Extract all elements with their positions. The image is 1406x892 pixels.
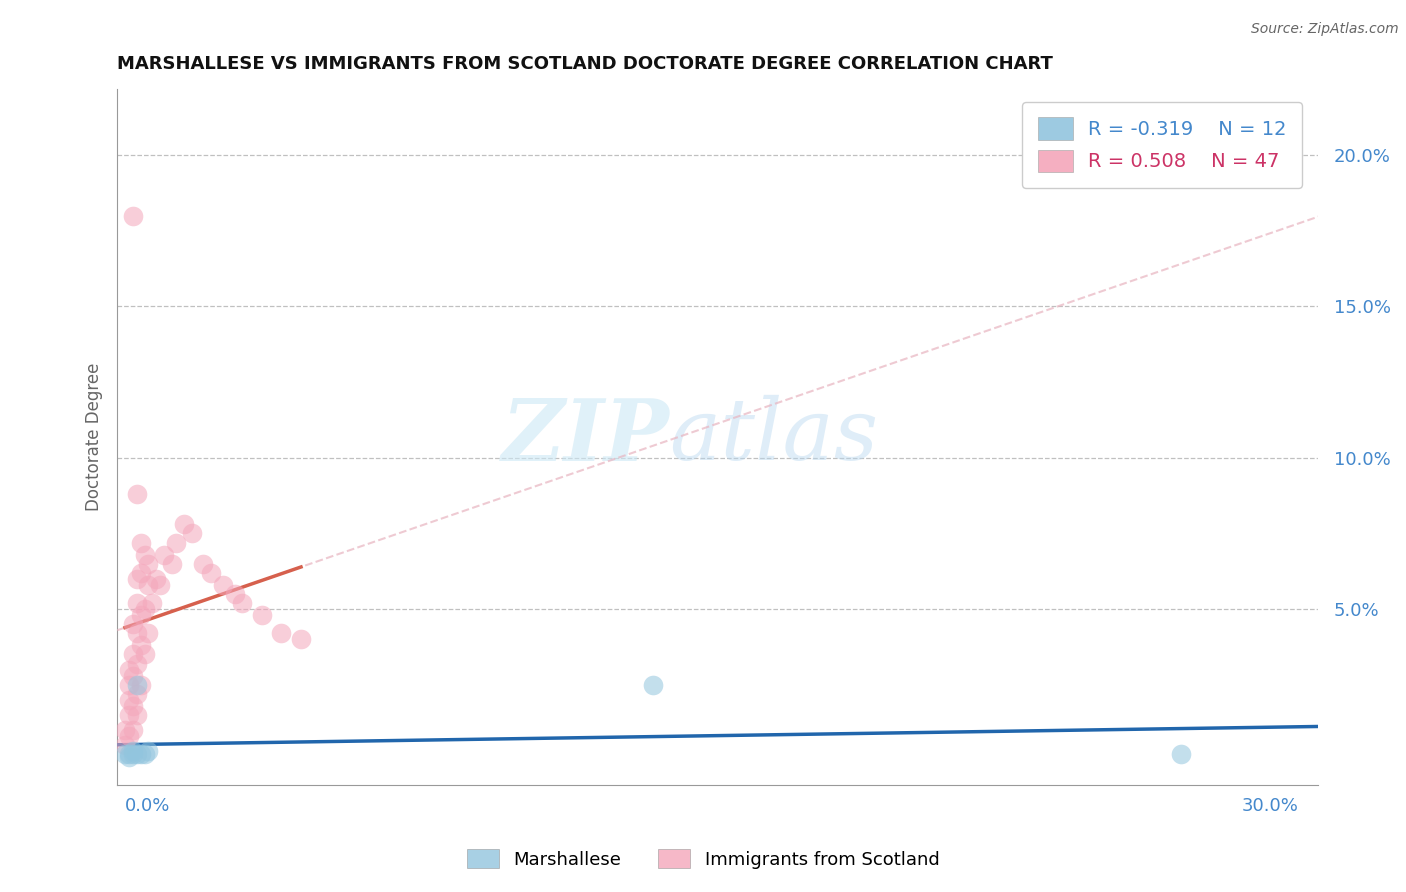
Point: [134, 747, 156, 762]
Point: [173, 517, 195, 532]
Point: [121, 668, 143, 682]
Point: [125, 626, 148, 640]
Point: [138, 744, 160, 758]
Point: [125, 487, 148, 501]
Point: [125, 596, 148, 610]
Point: [114, 747, 136, 762]
Point: [134, 548, 156, 562]
Point: [270, 626, 292, 640]
Text: 30.0%: 30.0%: [1241, 797, 1299, 814]
Point: [160, 557, 183, 571]
Point: [200, 566, 222, 580]
Point: [193, 557, 215, 571]
Point: [118, 747, 141, 762]
Point: [145, 572, 167, 586]
Point: [250, 608, 273, 623]
Point: [121, 648, 143, 662]
Point: [125, 687, 148, 701]
Point: [231, 596, 253, 610]
Point: [129, 535, 152, 549]
Legend: R = -0.319    N = 12, R = 0.508    N = 47: R = -0.319 N = 12, R = 0.508 N = 47: [1022, 102, 1302, 187]
Point: [1170, 747, 1192, 762]
Point: [138, 626, 160, 640]
Point: [125, 747, 148, 762]
Point: [134, 602, 156, 616]
Point: [129, 608, 152, 623]
Y-axis label: Doctorate Degree: Doctorate Degree: [86, 362, 103, 511]
Point: [290, 632, 312, 647]
Point: [114, 723, 136, 738]
Point: [114, 739, 136, 753]
Point: [121, 209, 143, 223]
Point: [641, 678, 664, 692]
Point: [118, 693, 141, 707]
Text: MARSHALLESE VS IMMIGRANTS FROM SCOTLAND DOCTORATE DEGREE CORRELATION CHART: MARSHALLESE VS IMMIGRANTS FROM SCOTLAND …: [117, 55, 1053, 73]
Point: [211, 578, 233, 592]
Point: [125, 678, 148, 692]
Point: [134, 648, 156, 662]
Point: [129, 639, 152, 653]
Point: [121, 698, 143, 713]
Text: 0.0%: 0.0%: [125, 797, 170, 814]
Point: [118, 678, 141, 692]
Point: [129, 678, 152, 692]
Point: [153, 548, 176, 562]
Point: [121, 747, 143, 762]
Point: [121, 744, 143, 758]
Point: [138, 578, 160, 592]
Point: [224, 587, 246, 601]
Point: [129, 566, 152, 580]
Point: [121, 617, 143, 632]
Legend: Marshallese, Immigrants from Scotland: Marshallese, Immigrants from Scotland: [460, 842, 946, 876]
Point: [118, 663, 141, 677]
Point: [118, 729, 141, 743]
Point: [138, 557, 160, 571]
Point: [118, 708, 141, 723]
Point: [121, 723, 143, 738]
Point: [165, 535, 187, 549]
Text: Source: ZipAtlas.com: Source: ZipAtlas.com: [1251, 22, 1399, 37]
Point: [141, 596, 163, 610]
Point: [149, 578, 172, 592]
Point: [129, 747, 152, 762]
Point: [125, 657, 148, 671]
Point: [180, 526, 202, 541]
Point: [118, 750, 141, 764]
Text: ZIP: ZIP: [502, 395, 669, 478]
Text: atlas: atlas: [669, 395, 879, 478]
Point: [125, 572, 148, 586]
Point: [125, 708, 148, 723]
